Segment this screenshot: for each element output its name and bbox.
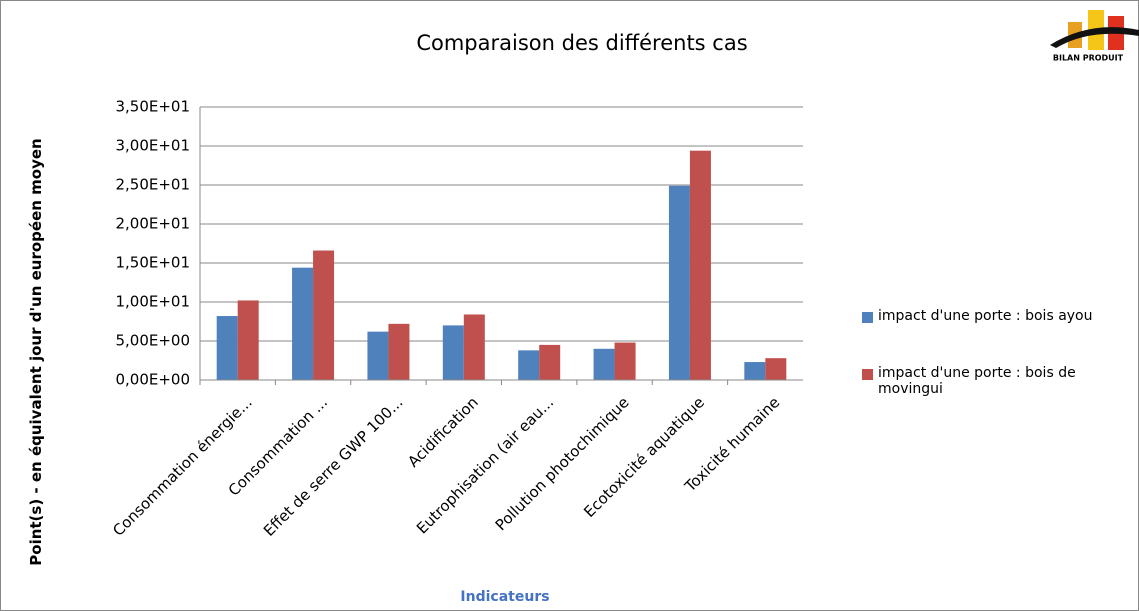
y-tick-label: 2,50E+01 [115,176,190,194]
bar [668,185,690,380]
bar [313,250,335,380]
y-tick-label: 0,00E+00 [115,371,190,389]
bar [463,314,485,380]
x-axis-title: Indicateurs [460,589,549,605]
bar [442,325,464,380]
bar [292,267,314,380]
legend-label: impact d'une porte : bois ayou [878,308,1093,324]
y-tick-label: 2,00E+01 [115,215,190,233]
legend-item: impact d'une porte : bois de movingui [862,365,1139,397]
y-tick-label: 1,00E+01 [115,293,190,311]
bar [689,150,711,380]
y-axis-title: Point(s) - en équivalent jour d'un europ… [27,138,45,566]
bar [614,342,636,380]
y-tick-label: 3,50E+01 [115,98,190,116]
bar [518,350,540,380]
legend-swatch [862,312,873,323]
bar [744,362,766,380]
bar [388,323,410,380]
chart-title: Comparaison des différents cas [416,31,747,55]
logo-text: BILAN PRODUIT [1053,54,1124,63]
legend-item: impact d'une porte : bois ayou [862,308,1139,324]
bar [237,300,259,380]
y-tick-label: 5,00E+00 [115,332,190,350]
y-tick-label: 1,50E+01 [115,254,190,272]
y-tick-label: 3,00E+01 [115,137,190,155]
bar [539,344,561,380]
logo: BILAN PRODUIT [1050,10,1139,63]
bar [765,358,787,380]
bar [367,331,389,380]
bar [593,348,615,380]
bar [216,316,238,380]
legend-swatch [862,369,873,380]
legend-label: impact d'une porte : bois de movingui [878,365,1076,397]
